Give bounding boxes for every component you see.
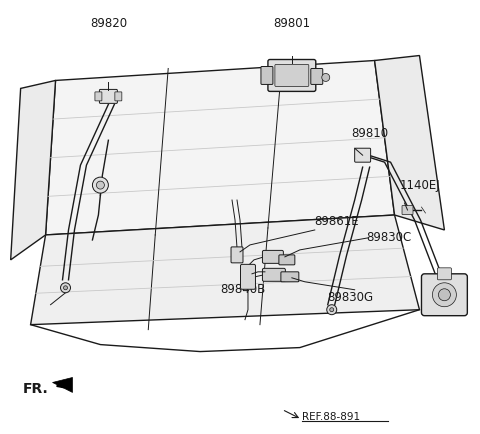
Circle shape xyxy=(322,73,330,82)
FancyBboxPatch shape xyxy=(263,250,283,263)
Circle shape xyxy=(432,283,456,307)
Text: 89861E: 89861E xyxy=(314,216,359,228)
Text: FR.: FR. xyxy=(23,382,48,396)
Polygon shape xyxy=(11,80,56,260)
Polygon shape xyxy=(46,60,395,235)
FancyBboxPatch shape xyxy=(311,69,323,85)
FancyBboxPatch shape xyxy=(268,59,316,92)
FancyArrowPatch shape xyxy=(58,382,68,387)
Polygon shape xyxy=(31,215,420,325)
Circle shape xyxy=(93,177,108,193)
FancyBboxPatch shape xyxy=(95,92,102,101)
Text: 89810: 89810 xyxy=(352,127,389,140)
Text: 89830C: 89830C xyxy=(367,231,412,244)
Text: REF.88-891: REF.88-891 xyxy=(302,412,360,422)
Text: 89801: 89801 xyxy=(273,16,311,30)
FancyBboxPatch shape xyxy=(279,255,295,265)
FancyBboxPatch shape xyxy=(115,92,122,101)
FancyBboxPatch shape xyxy=(263,268,286,281)
Polygon shape xyxy=(374,56,444,230)
FancyBboxPatch shape xyxy=(355,148,371,162)
FancyBboxPatch shape xyxy=(437,268,451,280)
Circle shape xyxy=(96,181,104,189)
FancyBboxPatch shape xyxy=(261,66,273,85)
FancyBboxPatch shape xyxy=(421,274,468,316)
Circle shape xyxy=(63,286,68,290)
FancyBboxPatch shape xyxy=(281,272,299,282)
FancyBboxPatch shape xyxy=(231,247,243,263)
Text: 89820: 89820 xyxy=(90,16,127,30)
Text: 89840B: 89840B xyxy=(220,283,265,296)
FancyBboxPatch shape xyxy=(240,264,255,289)
Text: 89830G: 89830G xyxy=(328,291,374,304)
FancyBboxPatch shape xyxy=(275,65,309,86)
FancyBboxPatch shape xyxy=(99,89,117,103)
Circle shape xyxy=(330,308,334,312)
Circle shape xyxy=(60,283,71,293)
Circle shape xyxy=(438,289,450,301)
Polygon shape xyxy=(52,378,72,392)
Circle shape xyxy=(327,305,336,315)
Text: 1140EJ: 1140EJ xyxy=(399,179,440,191)
FancyBboxPatch shape xyxy=(402,206,413,214)
